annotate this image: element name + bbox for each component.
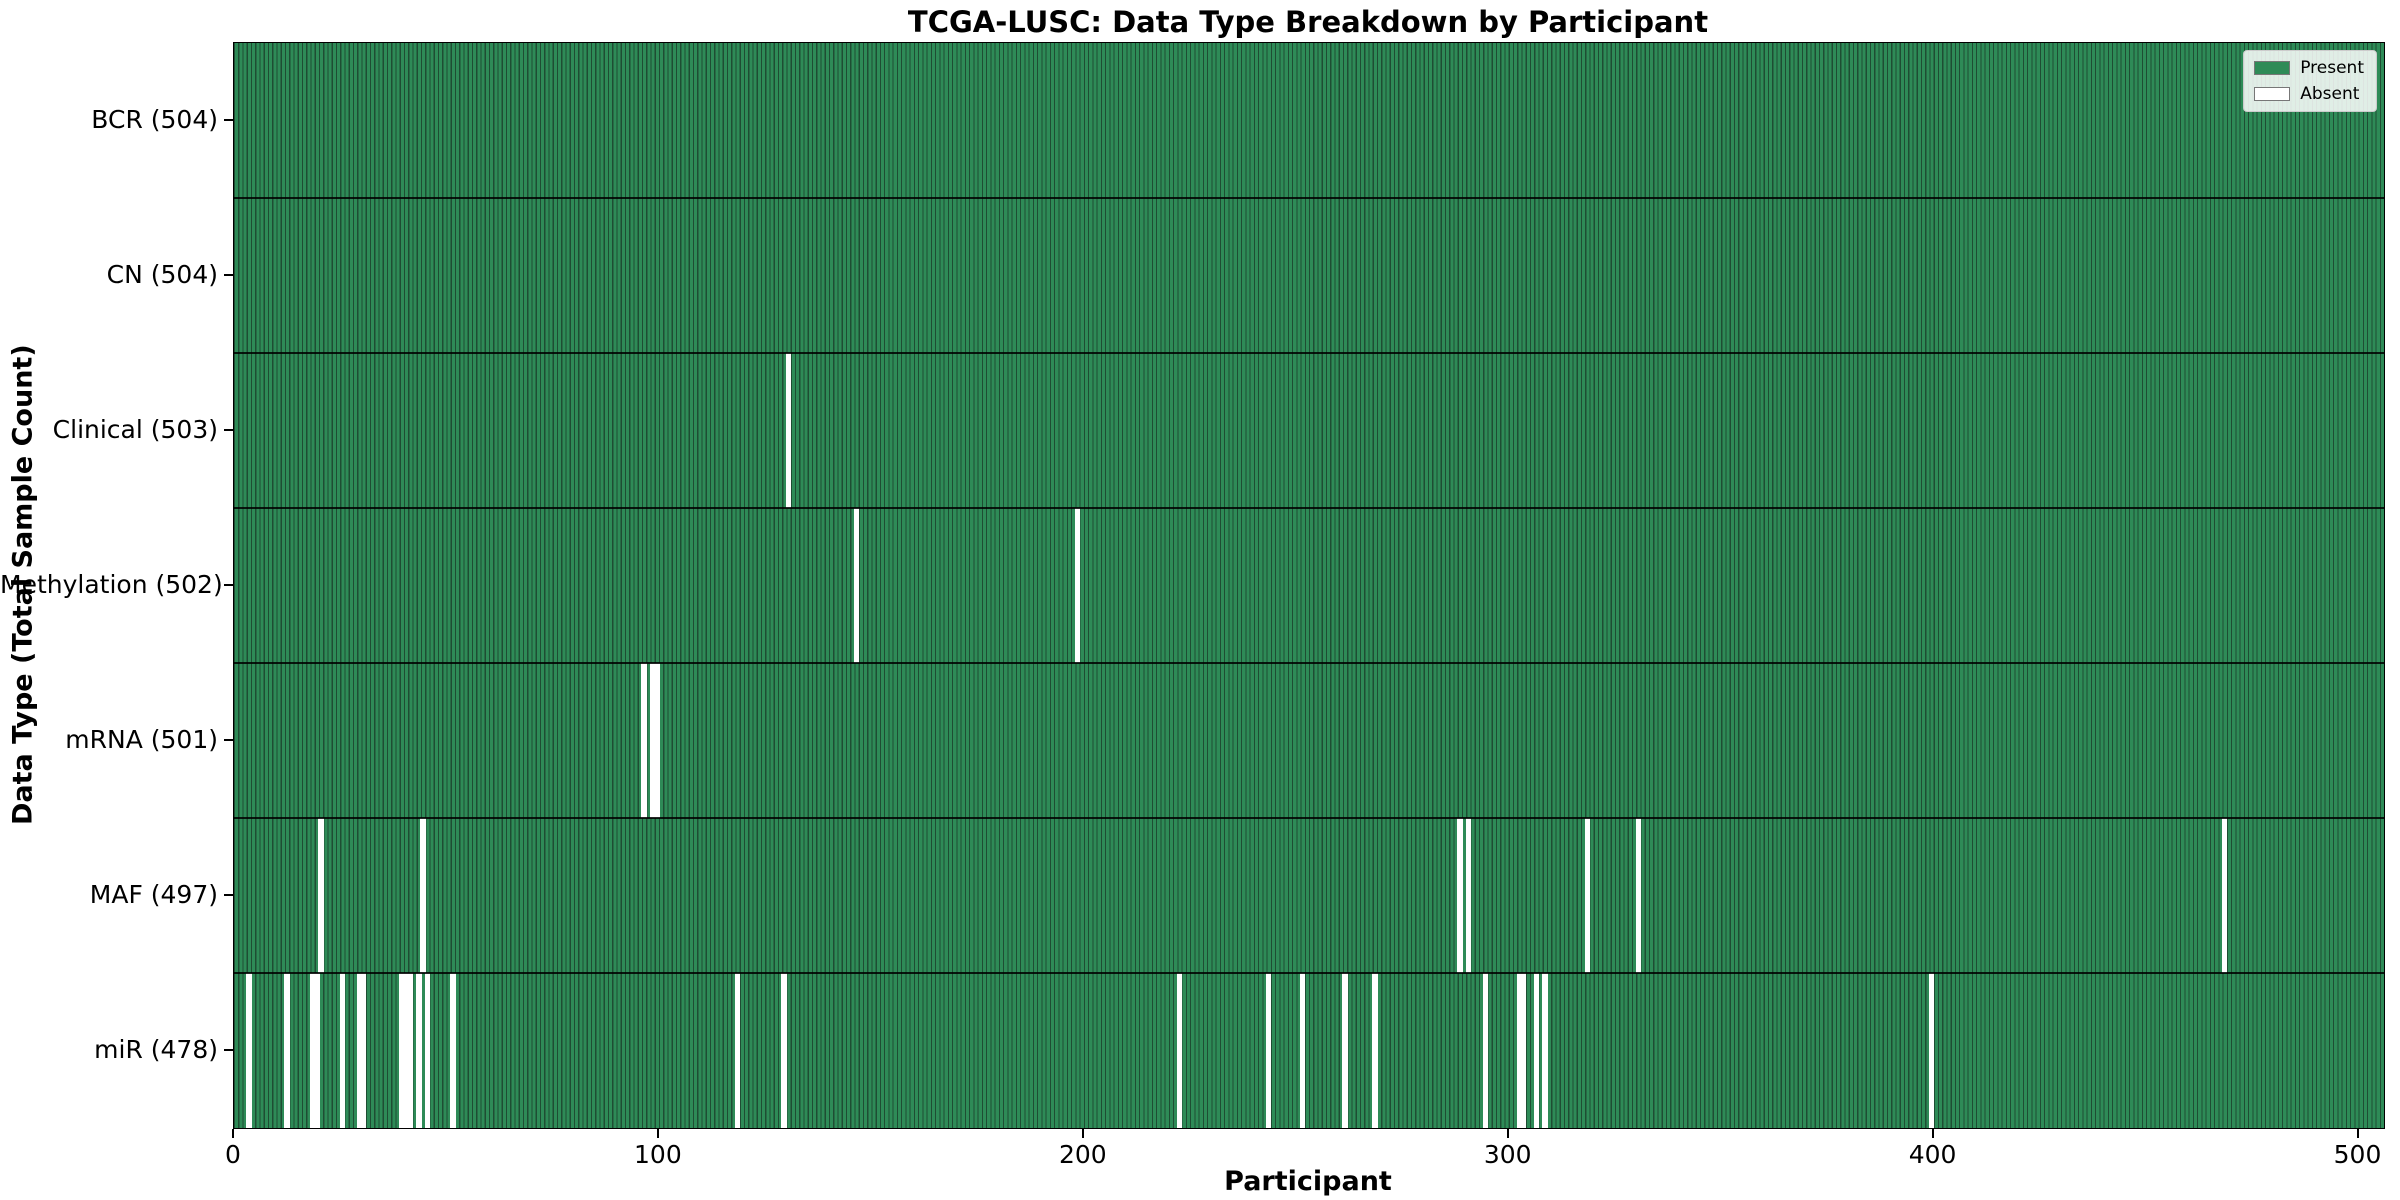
absent-gap [1928, 973, 1935, 1128]
x-tick-mark [2356, 1129, 2359, 1138]
plot-area: Present Absent [233, 42, 2385, 1129]
y-tick-mark [224, 118, 233, 121]
x-tick-label: 400 [1908, 1140, 1957, 1169]
absent-gap [1176, 973, 1183, 1128]
row-band-methylation [234, 508, 2384, 663]
absent-gap [399, 973, 405, 1128]
legend-label: Present [2300, 58, 2364, 78]
x-tick-mark [1931, 1129, 1934, 1138]
legend-item-absent: Absent [2254, 84, 2364, 104]
y-tick-mark [224, 583, 233, 586]
x-tick-label: 100 [634, 1140, 682, 1169]
row-separator [234, 662, 2384, 664]
absent-gap [1457, 818, 1463, 973]
chart-title: TCGA-LUSC: Data Type Breakdown by Partic… [907, 5, 1709, 39]
row-separator [234, 972, 2384, 974]
absent-gap [403, 973, 409, 1128]
absent-gap [1299, 973, 1306, 1128]
absent-gap [450, 973, 456, 1128]
row-separator [234, 352, 2384, 354]
x-axis-label: Participant [1224, 1166, 1392, 1197]
y-tick-label: Methylation (502) [0, 569, 223, 599]
row-band-bcr [234, 43, 2384, 198]
row-band-mrna [234, 663, 2384, 818]
absent-gap [407, 973, 414, 1128]
y-tick-label: MAF (497) [89, 879, 218, 909]
x-tick-label: 0 [225, 1140, 241, 1169]
absent-gap [1372, 973, 1378, 1128]
y-tick-mark [224, 273, 233, 276]
row-separator [234, 817, 2384, 819]
y-tick-mark [224, 738, 233, 741]
legend-swatch-absent [2254, 87, 2291, 101]
absent-gap [1533, 973, 1540, 1128]
absent-gap [641, 663, 647, 818]
x-tick-mark [1506, 1129, 1509, 1138]
absent-gap [1465, 818, 1472, 973]
absent-gap [314, 973, 320, 1128]
absent-gap [654, 663, 660, 818]
absent-gap [785, 353, 792, 508]
y-tick-mark [224, 893, 233, 896]
absent-gap [1520, 973, 1527, 1128]
y-tick-label: mRNA (501) [65, 724, 218, 754]
y-tick-label: BCR (504) [91, 104, 218, 134]
y-tick-mark [224, 428, 233, 431]
x-tick-mark [1081, 1129, 1084, 1138]
y-tick-label: CN (504) [106, 259, 218, 289]
absent-gap [420, 818, 426, 973]
y-tick-label: miR (478) [94, 1034, 218, 1064]
absent-gap [309, 973, 316, 1128]
absent-gap [339, 973, 346, 1128]
absent-gap [318, 818, 324, 973]
legend: Present Absent [2243, 50, 2377, 112]
absent-gap [1265, 973, 1272, 1128]
row-band-cn [234, 198, 2384, 353]
absent-gap [246, 973, 252, 1128]
absent-gap [1584, 818, 1591, 973]
x-tick-label: 300 [1483, 1140, 1532, 1169]
absent-gap [1542, 973, 1548, 1128]
x-tick-mark [232, 1129, 234, 1138]
absent-gap [853, 508, 860, 663]
row-band-clinical [234, 353, 2384, 508]
x-tick-label: 200 [1058, 1140, 1107, 1169]
absent-gap [284, 973, 290, 1128]
absent-gap [424, 973, 431, 1128]
y-tick-label: Clinical (503) [52, 414, 218, 444]
row-band-maf [234, 818, 2384, 973]
absent-gap [1342, 973, 1348, 1128]
absent-gap [1482, 973, 1489, 1128]
absent-gap [356, 973, 363, 1128]
legend-item-present: Present [2254, 58, 2364, 78]
absent-gap [1074, 508, 1081, 663]
absent-gap [416, 973, 422, 1128]
row-band-mir [234, 973, 2384, 1128]
legend-swatch-present [2254, 61, 2291, 75]
absent-gap [1635, 818, 1642, 973]
legend-label: Absent [2300, 84, 2360, 104]
x-tick-label: 500 [2333, 1140, 2382, 1169]
absent-gap [781, 973, 787, 1128]
y-tick-mark [224, 1048, 233, 1051]
absent-gap [1516, 973, 1523, 1128]
x-tick-mark [656, 1129, 659, 1138]
absent-gap [734, 973, 741, 1128]
absent-gap [360, 973, 367, 1128]
absent-gap [2221, 818, 2228, 973]
absent-gap [649, 663, 656, 818]
row-separator [234, 507, 2384, 509]
row-separator [234, 197, 2384, 199]
